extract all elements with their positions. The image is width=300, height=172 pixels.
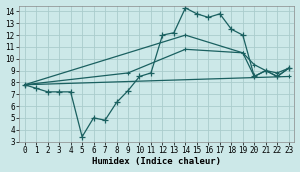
X-axis label: Humidex (Indice chaleur): Humidex (Indice chaleur) [92, 157, 221, 166]
